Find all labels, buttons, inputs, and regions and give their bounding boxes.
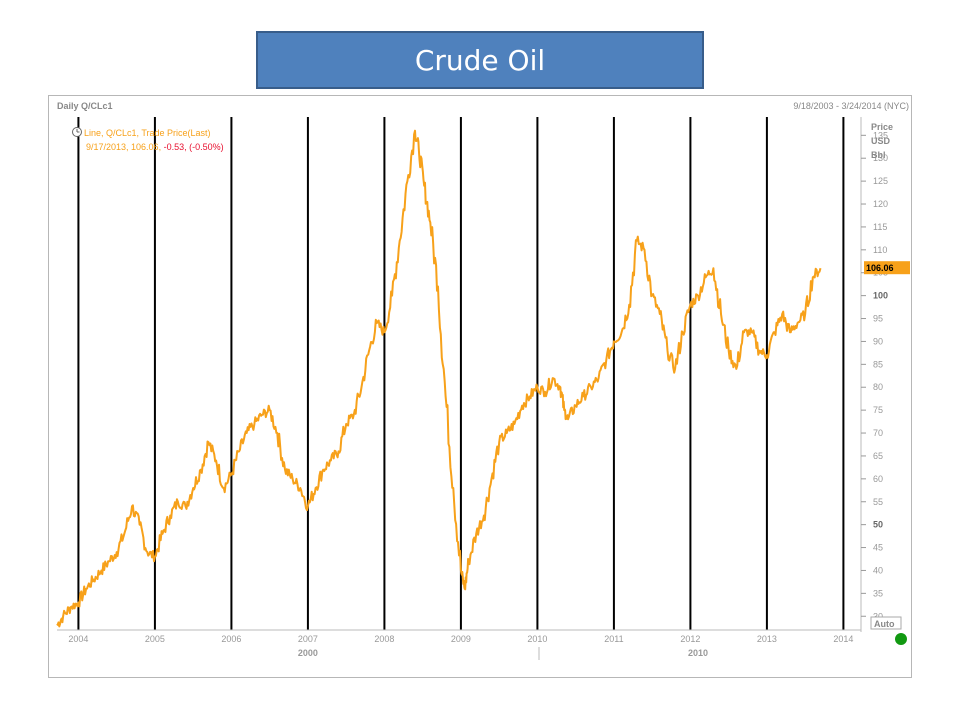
auto-scale-label: Auto xyxy=(874,619,895,629)
y-tick-label: 75 xyxy=(873,405,883,415)
y-tick-label: 55 xyxy=(873,497,883,507)
y-tick-label: 85 xyxy=(873,359,883,369)
decade-label: 2000 xyxy=(298,648,318,658)
x-tick-label: 2009 xyxy=(451,634,471,644)
date-range-header: 9/18/2003 - 3/24/2014 (NYC) xyxy=(793,101,909,111)
unit-label-price: Price xyxy=(871,122,893,132)
price-series-line xyxy=(56,129,822,628)
y-tick-label: 95 xyxy=(873,314,883,324)
y-tick-label: 50 xyxy=(873,520,883,530)
last-price-value: 106.06 xyxy=(866,263,894,273)
chart-frame xyxy=(48,95,912,678)
y-tick-label: 90 xyxy=(873,336,883,346)
legend-last-prefix: 9/17/2013, 106.06, xyxy=(86,142,164,152)
chart-title-box: Crude Oil xyxy=(256,31,704,89)
x-tick-label: 2006 xyxy=(221,634,241,644)
legend-series-label: Line, Q/CLc1, Trade Price(Last) xyxy=(84,128,211,138)
x-tick-label: 2008 xyxy=(374,634,394,644)
y-tick-label: 40 xyxy=(873,565,883,575)
y-tick-label: 125 xyxy=(873,176,888,186)
decade-label: 2010 xyxy=(688,648,708,658)
unit-label-currency: USD xyxy=(871,136,891,146)
y-tick-label: 115 xyxy=(873,222,887,232)
y-tick-label: 100 xyxy=(873,291,888,301)
x-tick-label: 2013 xyxy=(757,634,777,644)
legend-last-change: -0.53, (-0.50%) xyxy=(164,142,224,152)
y-tick-label: 45 xyxy=(873,543,883,553)
x-tick-label: 2014 xyxy=(833,634,853,644)
auto-scale-button[interactable] xyxy=(870,616,902,630)
x-tick-label: 2004 xyxy=(68,634,88,644)
y-tick-label: 135 xyxy=(873,130,888,140)
y-tick-label: 130 xyxy=(873,153,888,163)
y-tick-label: 35 xyxy=(873,588,883,598)
x-tick-label: 2012 xyxy=(680,634,700,644)
y-tick-label: 60 xyxy=(873,474,883,484)
y-tick-label: 70 xyxy=(873,428,883,438)
x-tick-label: 2005 xyxy=(145,634,165,644)
status-indicator xyxy=(895,633,907,645)
unit-label-per: Bbl xyxy=(871,150,886,160)
instrument-header: Daily Q/CLc1 xyxy=(57,101,113,111)
y-tick-label: 65 xyxy=(873,451,883,461)
chart-title: Crude Oil xyxy=(414,43,546,77)
y-tick-label: 30 xyxy=(873,611,883,621)
x-tick-label: 2011 xyxy=(604,634,623,644)
y-tick-label: 110 xyxy=(873,245,887,255)
y-tick-label: 120 xyxy=(873,199,888,209)
legend-last-value: 9/17/2013, 106.06, -0.53, (-0.50%) xyxy=(86,142,224,152)
y-tick-label: 80 xyxy=(873,382,883,392)
last-price-marker: 106.06 xyxy=(864,261,910,275)
x-tick-label: 2010 xyxy=(527,634,547,644)
x-tick-label: 2007 xyxy=(298,634,318,644)
